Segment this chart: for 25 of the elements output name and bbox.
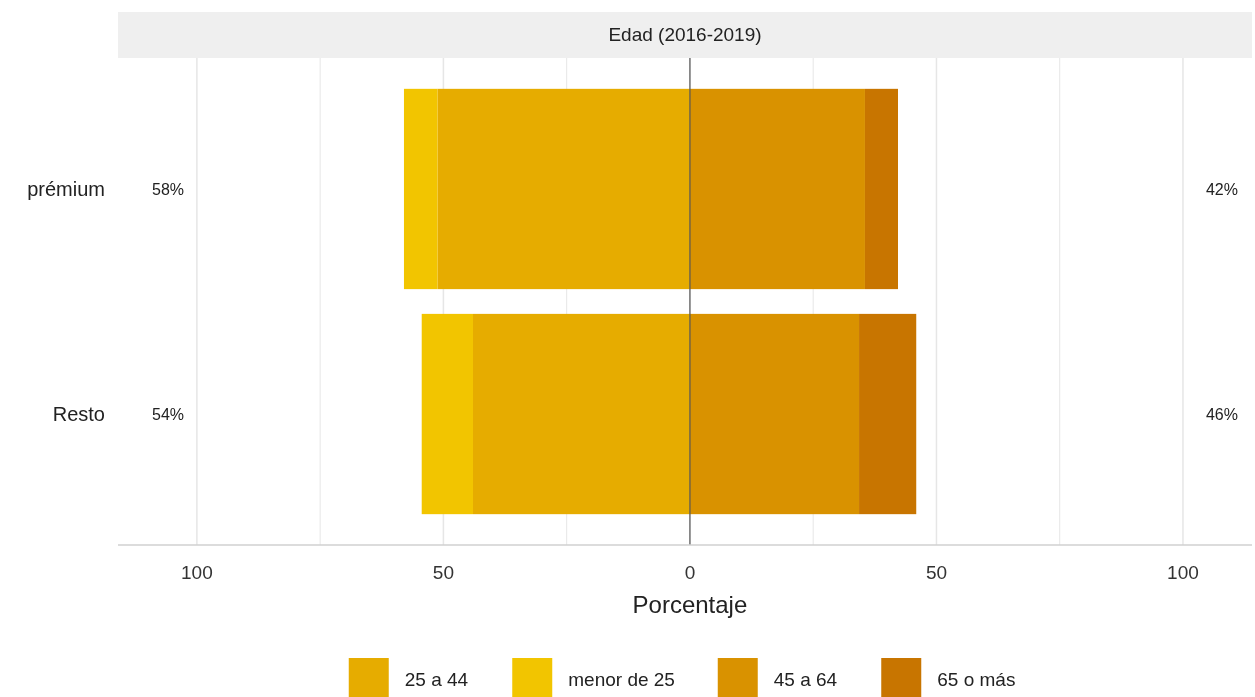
legend-label: 45 a 64 [773,669,838,690]
annotation: 42% [1205,180,1238,198]
y-tick-label: Resto [52,403,105,426]
bar [864,88,898,290]
legend-label: menor de 25 [568,669,675,690]
x-tick-label: 100 [1167,562,1199,583]
bar [859,313,917,515]
annotation: 54% [152,406,185,424]
bar [689,313,860,515]
x-tick-label: 0 [684,562,696,583]
chart-title: Edad (2016-2019) [608,24,762,45]
annotation: 58% [152,180,185,198]
bar [421,313,473,515]
bar [437,88,690,290]
legend-label: 65 o más [937,669,1016,690]
y-tick-label: prémium [27,177,105,200]
x-tick-label: 100 [181,562,213,583]
x-axis-title: Porcentaje [632,591,748,618]
x-tick-label: 50 [432,562,454,583]
bar [403,88,438,290]
bar [472,313,690,515]
x-tick-label: 50 [925,562,948,583]
bar [689,88,865,290]
legend-label: 25 a 44 [404,669,469,690]
annotation: 46% [1205,406,1238,424]
